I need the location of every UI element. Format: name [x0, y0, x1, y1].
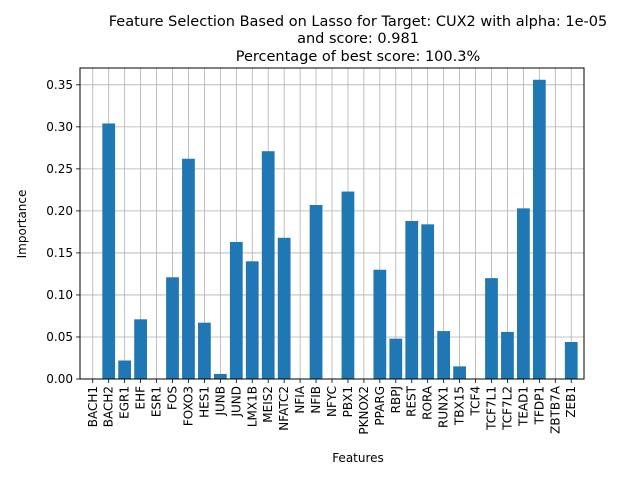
y-tick-label: 0.25: [46, 162, 73, 176]
bar-meis2: [261, 151, 275, 379]
x-tick-label: EGR1: [118, 386, 132, 419]
bars: [102, 79, 578, 379]
x-tick-label: NFIB: [309, 386, 323, 414]
y-tick-label: 0.00: [46, 372, 73, 386]
bar-runx1: [437, 331, 451, 379]
bar-jund: [229, 241, 243, 379]
bar-tbx15: [453, 366, 466, 379]
y-tick-label: 0.10: [46, 288, 73, 302]
x-tick-label: NFIA: [293, 385, 307, 413]
x-tick-label: BACH1: [86, 386, 100, 427]
y-axis: 0.00 0.05 0.10 0.15 0.20 0.25 0.30 0.35: [46, 78, 80, 386]
bar-bach2: [102, 123, 116, 379]
x-tick-label: RBPJ: [389, 386, 403, 413]
bar-nfib: [309, 205, 323, 379]
x-tick-label: JUND: [229, 386, 243, 418]
x-tick-label: TBX15: [453, 386, 467, 426]
x-tick-label: NFYC: [325, 386, 339, 417]
bar-egr1: [118, 360, 132, 379]
bar-ehf: [134, 319, 147, 379]
bar-pbx1: [341, 191, 355, 379]
y-tick-label: 0.30: [46, 120, 73, 134]
x-tick-label: ESR1: [150, 386, 164, 417]
x-tick-label: REST: [405, 385, 419, 417]
bar-tcf7l2: [501, 331, 514, 379]
bar-rbpj: [389, 338, 403, 379]
bar-tead1: [517, 208, 530, 379]
x-tick-label: PPARG: [373, 386, 387, 426]
x-tick-label: EHF: [134, 386, 148, 410]
x-tick-label: ZBTB7A: [548, 385, 562, 434]
x-tick-label: ZEB1: [564, 386, 578, 418]
x-tick-label: NFATC2: [277, 386, 291, 431]
bar-hes1: [198, 322, 211, 379]
bar-tcf7l1: [485, 278, 498, 379]
bar-tfdp1: [532, 79, 546, 379]
bar-lmx1b: [245, 261, 259, 379]
y-tick-label: 0.05: [46, 330, 73, 344]
x-tick-label: TCF4: [469, 386, 483, 417]
bar-nfatc2: [277, 237, 291, 379]
x-tick-label: FOS: [166, 386, 180, 410]
chart-title: Feature Selection Based on Lasso for Tar…: [109, 14, 607, 65]
bar-pparg: [373, 269, 387, 379]
x-tick-label: RORA: [421, 385, 435, 420]
y-tick-label: 0.15: [46, 246, 73, 260]
bar-zeb1: [564, 342, 578, 379]
x-tick-label: FOXO3: [181, 386, 195, 426]
title-line-1: Feature Selection Based on Lasso for Tar…: [109, 14, 607, 30]
x-tick-label: HES1: [197, 386, 211, 418]
bar-foxo3: [182, 158, 195, 379]
y-tick-label: 0.35: [46, 78, 73, 92]
x-tick-label: LMX1B: [245, 386, 259, 427]
x-tick-label: TFDP1: [532, 386, 546, 425]
bar-rest: [405, 220, 419, 379]
x-axis: BACH1 BACH2 EGR1 EHF ESR1 FOS FOXO3 HES1 JUNB JUN…: [86, 379, 578, 435]
y-axis-label: Importance: [15, 190, 29, 259]
x-tick-label: TCF7L1: [484, 386, 498, 431]
x-axis-label: Features: [332, 451, 384, 465]
bar-junb: [213, 373, 227, 379]
x-tick-label: PBX1: [341, 386, 355, 417]
x-tick-label: JUNB: [213, 386, 227, 417]
x-tick-label: RUNX1: [437, 386, 451, 428]
title-line-3: Percentage of best score: 100.3%: [236, 49, 480, 65]
bar-fos: [166, 277, 179, 379]
x-tick-label: BACH2: [102, 386, 116, 427]
x-tick-label: TCF7L2: [500, 386, 514, 431]
x-tick-label: PKNOX2: [357, 386, 371, 435]
x-tick-label: TEAD1: [516, 386, 530, 427]
y-tick-label: 0.20: [46, 204, 73, 218]
x-tick-label: MEIS2: [261, 386, 275, 423]
bar-rora: [421, 224, 435, 379]
title-line-2: and score: 0.981: [297, 31, 419, 47]
